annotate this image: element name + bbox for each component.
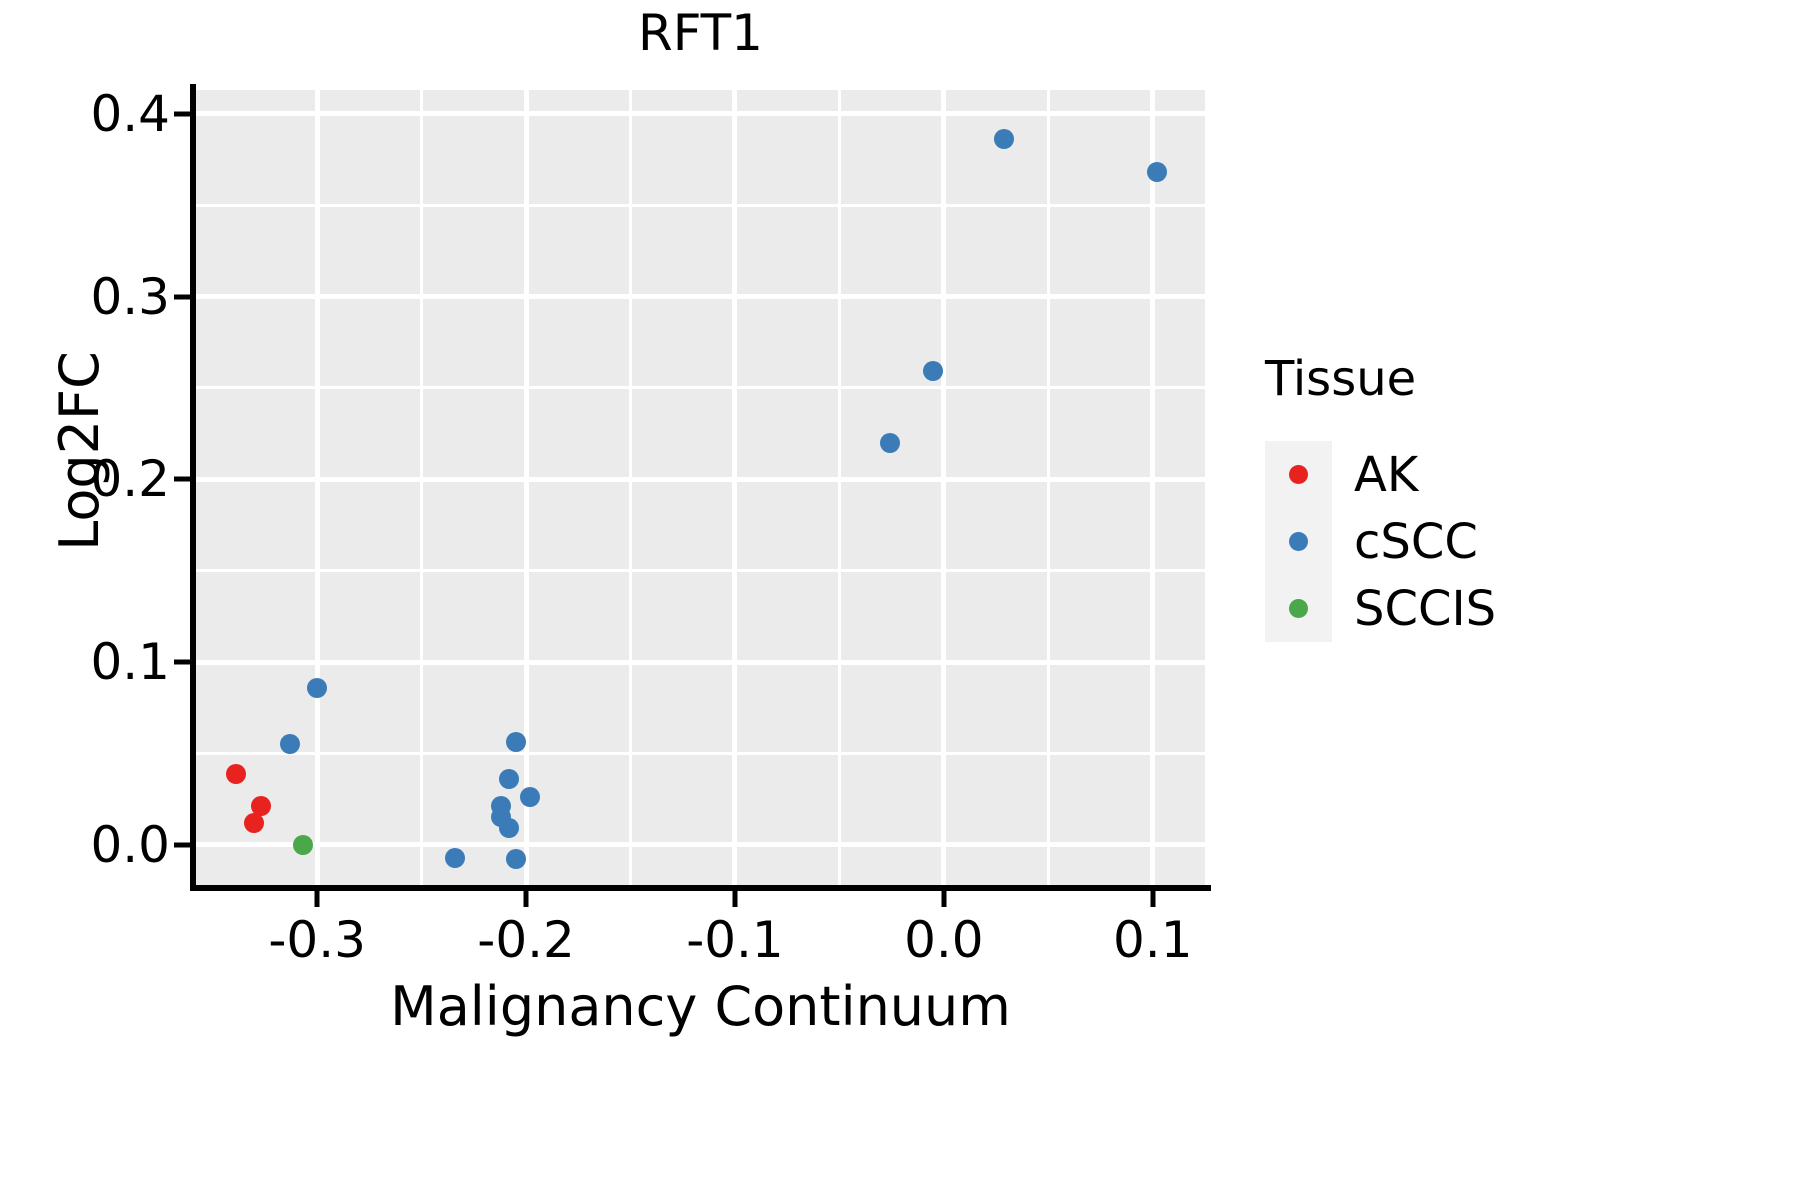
y-axis-line: [190, 84, 196, 891]
y-axis-title: Log2FC: [48, 351, 111, 551]
data-point: [520, 787, 541, 808]
page-title: RFT1: [638, 4, 763, 62]
gridline-major-y: [196, 476, 1205, 482]
legend-item[interactable]: cSCC: [1265, 508, 1496, 575]
legend-items: AK cSCC SCCIS: [1265, 441, 1496, 642]
y-tick-mark: [174, 842, 190, 848]
gridline-minor-x: [629, 90, 633, 885]
x-axis-line: [190, 885, 1211, 891]
legend-key-swatch: [1265, 508, 1332, 575]
data-point: [499, 769, 520, 789]
data-point: [280, 734, 300, 755]
gridline-major-y: [196, 659, 1205, 665]
data-point: [923, 361, 944, 382]
legend-dot-icon: [1289, 599, 1308, 618]
plot-panel: [196, 90, 1205, 885]
gridline-major-x: [314, 90, 320, 885]
legend-dot-icon: [1289, 532, 1308, 551]
gridline-minor-y: [196, 203, 1205, 207]
gridline-major-x: [1150, 90, 1156, 885]
x-tick-label: -0.1: [686, 911, 784, 969]
x-tick-mark: [1150, 891, 1156, 907]
x-tick-mark: [523, 891, 529, 907]
legend-item[interactable]: AK: [1265, 441, 1496, 508]
data-point: [307, 677, 328, 698]
gridline-major-y: [196, 294, 1205, 300]
gridline-minor-y: [196, 751, 1205, 755]
y-tick-label: 0.1: [90, 633, 170, 692]
gridline-minor-x: [837, 90, 841, 885]
gridline-major-x: [732, 90, 738, 885]
legend-item[interactable]: SCCIS: [1265, 575, 1496, 642]
gridline-minor-y: [196, 569, 1205, 573]
data-point: [244, 812, 265, 833]
x-axis-title: Malignancy Continuum: [390, 975, 1011, 1038]
gridline-major-y: [196, 111, 1205, 117]
gridline-major-y: [196, 842, 1205, 848]
x-tick-mark: [941, 891, 947, 907]
gridline-minor-y: [196, 386, 1205, 390]
legend-title: Tissue: [1265, 351, 1417, 407]
data-point: [505, 849, 526, 870]
x-tick-label: -0.3: [268, 911, 366, 969]
legend: Tissue AK cSCC SCCIS: [1265, 355, 1496, 642]
legend-item-label: SCCIS: [1354, 580, 1497, 637]
x-tick-label: 0.0: [904, 911, 984, 969]
legend-item-label: AK: [1354, 446, 1419, 503]
data-point: [879, 432, 900, 453]
x-tick-mark: [732, 891, 738, 907]
legend-item-label: cSCC: [1354, 513, 1478, 570]
data-point: [499, 818, 520, 839]
y-tick-mark: [174, 294, 190, 300]
y-tick-mark: [174, 476, 190, 482]
legend-key-swatch: [1265, 441, 1332, 508]
gridline-major-x: [523, 90, 529, 885]
y-tick-mark: [174, 111, 190, 117]
y-tick-label: 0.4: [90, 84, 170, 143]
gridline-minor-x: [1046, 90, 1050, 885]
data-point: [250, 796, 271, 817]
y-tick-label: 0.2: [90, 450, 170, 509]
y-tick-label: 0.0: [90, 815, 170, 874]
x-tick-label: 0.1: [1113, 911, 1193, 969]
gridline-minor-x: [420, 90, 424, 885]
y-tick-label: 0.3: [90, 267, 170, 326]
legend-key-swatch: [1265, 575, 1332, 642]
data-point: [1146, 162, 1167, 183]
data-point: [505, 732, 526, 753]
y-tick-mark: [174, 659, 190, 665]
data-point: [292, 834, 313, 855]
gridline-major-x: [941, 90, 947, 885]
x-tick-mark: [314, 891, 320, 907]
data-point: [994, 129, 1015, 150]
data-point: [225, 763, 246, 784]
legend-dot-icon: [1289, 465, 1308, 484]
x-tick-label: -0.2: [477, 911, 575, 969]
data-point: [445, 847, 466, 868]
